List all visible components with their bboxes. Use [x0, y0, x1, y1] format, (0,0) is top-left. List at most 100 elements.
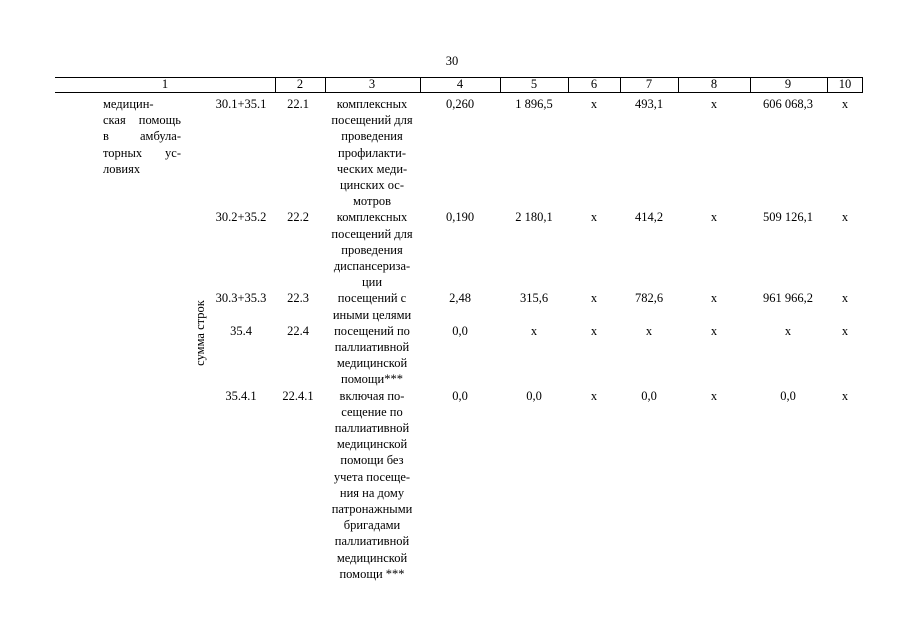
header-cell: 1	[161, 77, 169, 91]
row-value: 1 896,5	[515, 97, 553, 111]
row-value: х	[710, 388, 718, 403]
row-name-line: патронажными	[331, 502, 413, 516]
header-cell: 4	[456, 77, 464, 91]
row-name-line: посещений с	[337, 291, 407, 306]
column-rule	[862, 77, 863, 93]
row-number: 22.4.1	[282, 388, 314, 403]
header-cell: 6	[590, 77, 598, 91]
row-value: 315,6	[519, 291, 549, 306]
group-label-line: ловиях	[103, 161, 141, 176]
row-value: х	[710, 291, 718, 306]
row-name-line: бригадами	[343, 518, 401, 533]
row-name-line: паллиативной	[334, 421, 410, 435]
column-rule	[275, 77, 276, 93]
row-name-line: ческих меди-	[336, 161, 408, 176]
row-name-line: комплексных	[336, 210, 408, 225]
row-value: 2 180,1	[515, 210, 553, 225]
table-rule	[55, 92, 862, 93]
row-value: х	[841, 323, 849, 338]
column-rule	[325, 77, 326, 93]
row-value: 606 068,3	[763, 97, 813, 111]
row-value: х	[784, 323, 792, 338]
row-value: 782,6	[634, 291, 664, 306]
table-rule	[55, 77, 862, 78]
row-name-line: посещений для	[331, 113, 413, 128]
row-value: 509 126,1	[763, 210, 813, 225]
row-codes: 35.4	[230, 323, 252, 338]
header-cell: 2	[296, 77, 304, 91]
row-name-line: посещений по	[334, 323, 410, 338]
row-name-line: включая по-	[339, 388, 405, 403]
row-name-line: медицинской	[336, 356, 408, 371]
row-number: 22.1	[287, 97, 309, 111]
column-rule	[750, 77, 751, 93]
header-cell: 10	[838, 77, 852, 91]
row-name-line: сещение по	[341, 404, 403, 419]
row-value: 0,260	[445, 97, 475, 111]
row-name-line: цинских ос-	[339, 178, 405, 192]
row-value: 0,0	[526, 388, 542, 403]
row-codes: 30.2+35.2	[215, 210, 267, 225]
row-codes: 30.1+35.1	[215, 97, 267, 111]
row-value: х	[841, 388, 849, 403]
row-name-line: мотров	[352, 194, 392, 209]
row-value: х	[590, 291, 598, 306]
row-value: х	[645, 323, 653, 338]
row-value: х	[841, 97, 849, 111]
row-name-line: помощи без	[340, 453, 404, 468]
row-name-line: медицинской	[336, 550, 408, 565]
row-value: х	[710, 210, 718, 225]
column-rule	[678, 77, 679, 93]
header-cell: 5	[530, 77, 538, 91]
row-value: х	[710, 97, 718, 111]
row-name-line: помощи***	[341, 372, 403, 387]
row-name-line: диспансериза-	[333, 259, 411, 273]
row-name-line: паллиативной	[334, 534, 410, 549]
row-name-line: ции	[361, 275, 383, 290]
row-value: х	[590, 97, 598, 111]
group-label-line: торных ус-	[103, 145, 181, 160]
header-cell: 8	[710, 77, 718, 91]
row-name-line: проведения	[341, 242, 403, 257]
header-cell: 3	[368, 77, 376, 91]
row-value: х	[530, 323, 538, 338]
group-label-line: в амбула-	[103, 129, 181, 144]
row-name-line: ния на дому	[339, 485, 405, 500]
row-value: 493,1	[634, 97, 664, 111]
row-name-line: медицинской	[336, 437, 408, 452]
column-rule	[568, 77, 569, 93]
row-value: х	[590, 388, 598, 403]
column-rule	[620, 77, 621, 93]
row-name-line: паллиативной	[334, 340, 410, 354]
page-number: 30	[445, 54, 459, 68]
row-name-line: профилакти-	[338, 145, 406, 160]
column-rule	[500, 77, 501, 93]
row-value: 0,0	[780, 388, 796, 403]
row-value: х	[710, 323, 718, 338]
sum-label: сумма строк	[192, 300, 207, 366]
column-rule	[420, 77, 421, 93]
group-label-line: медицин-	[103, 97, 154, 111]
row-value: 0,0	[452, 388, 468, 403]
row-name-line: учета посеще-	[333, 469, 411, 484]
row-value: 0,190	[445, 210, 475, 225]
row-name-line: посещений для	[331, 226, 413, 241]
row-value: 0,0	[641, 388, 657, 403]
row-value: х	[841, 210, 849, 225]
group-label-line: ская помощь	[103, 113, 181, 128]
row-number: 22.3	[287, 291, 309, 306]
row-number: 22.2	[287, 210, 309, 225]
row-value: 961 966,2	[763, 291, 813, 306]
header-cell: 9	[784, 77, 792, 91]
row-name-line: проведения	[341, 129, 403, 144]
row-value: х	[590, 210, 598, 225]
row-name-line: иными целями	[332, 307, 412, 322]
row-value: 2,48	[449, 291, 471, 306]
row-codes: 35.4.1	[225, 388, 257, 403]
row-value: 0,0	[452, 323, 468, 338]
row-number: 22.4	[287, 323, 309, 338]
row-name-line: комплексных	[336, 97, 408, 111]
row-value: 414,2	[634, 210, 664, 225]
column-rule	[827, 77, 828, 93]
